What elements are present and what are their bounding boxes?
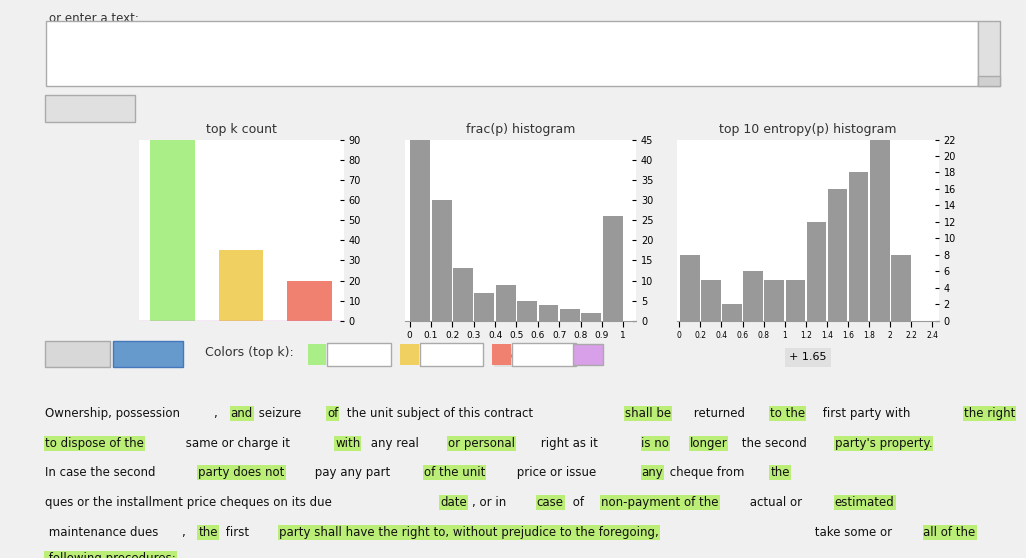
Text: pay any part: pay any part — [311, 466, 394, 479]
Text: or enter a text:: or enter a text: — [49, 12, 140, 25]
Text: maintenance dues: maintenance dues — [45, 526, 159, 538]
Bar — [806, 222, 826, 321]
Bar — [828, 189, 847, 321]
Bar — [219, 251, 264, 321]
Bar — [539, 305, 558, 321]
Text: non-payment of the: non-payment of the — [601, 496, 718, 509]
Text: , or in: , or in — [472, 496, 510, 509]
Text: 1000: 1000 — [527, 346, 560, 359]
Text: any: any — [641, 466, 663, 479]
Text: analyze: analyze — [66, 102, 115, 115]
Title: frac(p) histogram: frac(p) histogram — [466, 123, 576, 136]
Bar — [891, 255, 911, 321]
Text: 100: 100 — [439, 346, 464, 359]
Text: is no: is no — [641, 437, 669, 450]
Bar — [517, 301, 537, 321]
Bar — [849, 172, 868, 321]
Text: ▲: ▲ — [986, 24, 992, 33]
Text: party does not: party does not — [198, 466, 284, 479]
Text: with: with — [336, 437, 360, 450]
Bar — [474, 292, 495, 321]
Text: take some or: take some or — [811, 526, 896, 538]
Text: following procedures:: following procedures: — [45, 552, 175, 558]
Text: party's property.: party's property. — [835, 437, 933, 450]
Bar — [151, 140, 195, 321]
Text: to dispose of the: to dispose of the — [45, 437, 144, 450]
Bar — [743, 271, 763, 321]
Text: ▼: ▼ — [986, 36, 992, 45]
Text: Colors (top k):: Colors (top k): — [205, 346, 294, 359]
Text: ,: , — [183, 526, 190, 538]
Bar — [287, 281, 331, 321]
Bar — [432, 200, 451, 321]
Text: seizure: seizure — [254, 407, 305, 420]
Text: Ownership, possession: Ownership, possession — [45, 407, 181, 420]
Bar — [496, 285, 516, 321]
Text: to the: to the — [771, 407, 805, 420]
Text: same or charge it: same or charge it — [183, 437, 293, 450]
Text: any real: any real — [367, 437, 423, 450]
Text: first: first — [223, 526, 253, 538]
Text: the: the — [771, 466, 790, 479]
Bar — [680, 255, 700, 321]
Text: price or issue: price or issue — [513, 466, 599, 479]
Text: date: date — [440, 496, 467, 509]
Text: actual or: actual or — [746, 496, 806, 509]
Bar — [410, 0, 430, 321]
Bar — [453, 268, 473, 321]
Text: estimated: estimated — [835, 496, 895, 509]
Text: the: the — [198, 526, 218, 538]
Text: In case the second: In case the second — [45, 466, 159, 479]
Title: top k count: top k count — [205, 123, 277, 136]
Text: of the unit: of the unit — [424, 466, 485, 479]
Text: party shall have the right to, without prejudice to the foregoing,: party shall have the right to, without p… — [279, 526, 659, 538]
Text: case: case — [537, 496, 563, 509]
Text: right as it: right as it — [537, 437, 601, 450]
Text: Top K: Top K — [61, 346, 94, 359]
Text: first party shall have the right to, without prejudice to the foregoing, take so: first party shall have the right to, wit… — [56, 23, 732, 36]
Text: shall be: shall be — [625, 407, 671, 420]
Text: cheque from: cheque from — [666, 466, 748, 479]
Text: ques or the installment price cheques on its due: ques or the installment price cheques on… — [45, 496, 336, 509]
Bar — [870, 140, 890, 321]
Bar — [701, 280, 720, 321]
Text: 10: 10 — [351, 346, 367, 359]
Bar — [602, 216, 623, 321]
Text: + 1.65: + 1.65 — [789, 352, 827, 362]
Bar — [582, 313, 601, 321]
Text: returned: returned — [689, 407, 749, 420]
Text: and: and — [231, 407, 252, 420]
Text: or personal: or personal — [448, 437, 515, 450]
Text: the right: the right — [963, 407, 1015, 420]
Title: top 10 entropy(p) histogram: top 10 entropy(p) histogram — [719, 123, 897, 136]
Text: longer: longer — [689, 437, 727, 450]
Text: ,: , — [214, 407, 222, 420]
Text: Frac P: Frac P — [129, 346, 166, 359]
Text: all of the: all of the — [923, 526, 976, 538]
Text: the unit subject of this contract: the unit subject of this contract — [344, 407, 538, 420]
Bar — [560, 309, 580, 321]
Bar — [786, 280, 805, 321]
Text: of: of — [569, 496, 588, 509]
Text: first party with: first party with — [819, 407, 914, 420]
Text: the second: the second — [738, 437, 811, 450]
Bar — [764, 280, 784, 321]
Text: + 0.287: + 0.287 — [499, 352, 543, 362]
Text: of: of — [327, 407, 339, 420]
Bar — [722, 304, 742, 321]
